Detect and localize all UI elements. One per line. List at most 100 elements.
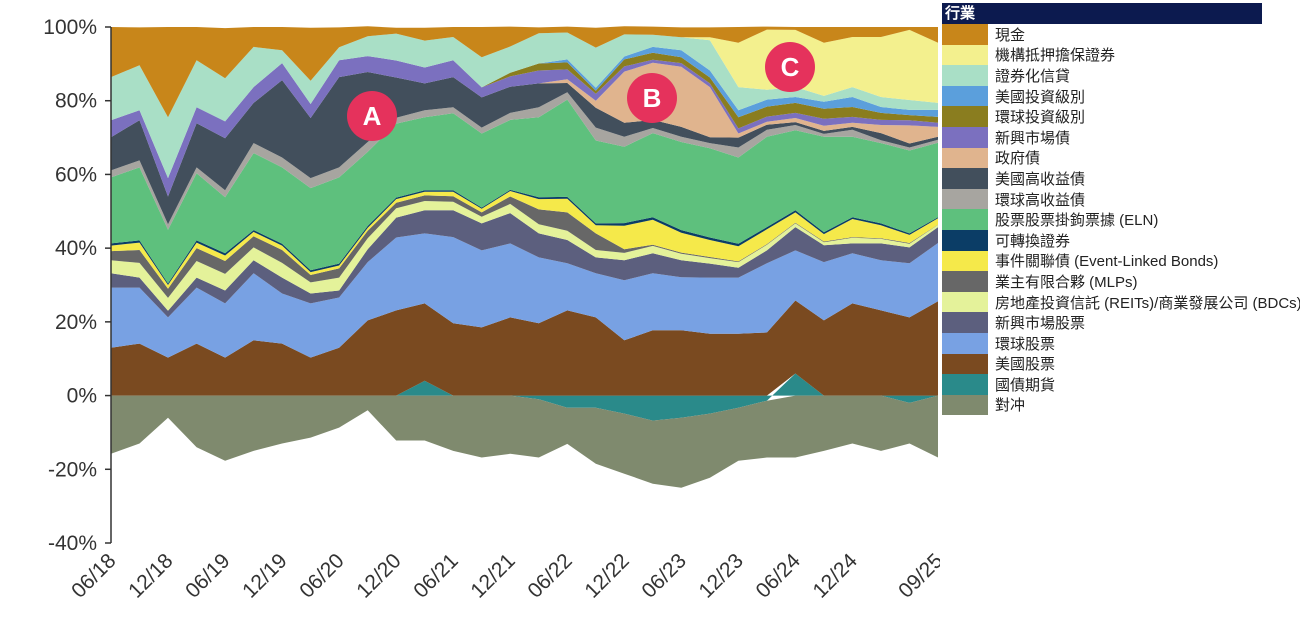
y-tick-label: 80%	[55, 90, 97, 113]
annotation-marker	[627, 73, 677, 123]
annotation-label: B	[643, 83, 662, 113]
legend-label: 環球股票	[995, 335, 1056, 353]
x-tick-label: 06/19	[181, 549, 234, 602]
legend: 行業 現金機構抵押擔保證券 證券化信貸美國投資級別 環球投資級別 新興市場債政府債美國…	[942, 3, 1300, 416]
legend-swatch	[942, 44, 988, 66]
legend-item: 事件關聯債 (Event-Linked Bonds)	[942, 250, 1262, 272]
y-tick-label: 0%	[67, 385, 97, 408]
legend-label: 證券化信貸	[995, 67, 1071, 85]
annotation-a: A	[347, 91, 397, 141]
area-7	[111, 72, 938, 225]
legend-swatch	[942, 147, 988, 169]
area-layers	[111, 26, 938, 488]
legend-swatch	[942, 291, 988, 313]
stacked-area-chart: 100%80%60%40%20%0%-20%-40% 06/18 12/18 06/…	[43, 16, 940, 603]
legend-swatch	[942, 168, 988, 189]
annotation-marker	[347, 91, 397, 141]
legend-swatch	[942, 126, 988, 148]
y-tick-label: -20%	[48, 458, 97, 481]
x-tick-label: 06/23	[637, 549, 690, 602]
y-tick-label: 100%	[43, 16, 97, 39]
area-14	[111, 210, 938, 318]
area-4	[111, 52, 938, 179]
legend-label: 美國投資級別	[995, 88, 1086, 106]
legend-label: 美國股票	[995, 356, 1056, 374]
legend-item: 可轉換證券	[942, 229, 1262, 251]
legend-label: 新興市場債	[995, 129, 1071, 147]
legend-swatch	[942, 394, 988, 416]
legend-swatch	[942, 312, 988, 333]
x-tick-label: 12/19	[238, 549, 291, 602]
x-tick-label: 06/22	[523, 549, 576, 602]
x-tick-label: 06/20	[295, 549, 348, 602]
legend-item: 業主有限合夥 (MLPs)	[942, 271, 1262, 292]
area-0	[111, 26, 938, 118]
area-8	[111, 92, 938, 230]
legend-item: 對冲	[942, 394, 1262, 416]
legend-label: 機構抵押擔保證券	[995, 47, 1116, 65]
x-tick-label: 12/22	[580, 549, 633, 602]
legend-item: 新興市場股票	[942, 312, 1262, 333]
legend-swatch	[942, 188, 988, 210]
legend-swatch	[942, 209, 988, 230]
legend-swatch	[942, 106, 988, 127]
annotation-label: A	[363, 101, 382, 131]
x-tick-label: 09/25	[894, 549, 940, 602]
legend-swatch	[942, 65, 988, 86]
legend-swatch	[942, 229, 988, 251]
legend-swatch	[942, 374, 988, 395]
legend-label: 房地產投資信託 (REITs)/商業發展公司 (BDCs)	[995, 294, 1300, 312]
area-13	[111, 201, 938, 311]
area-9	[111, 99, 938, 284]
x-tick-label: 12/18	[124, 549, 177, 602]
legend-label: 環球投資級別	[995, 109, 1086, 127]
legend-swatch	[942, 250, 988, 272]
legend-item: 新興市場債	[942, 126, 1262, 148]
legend-swatch	[942, 353, 988, 375]
area-15	[111, 233, 938, 358]
area-1	[111, 29, 938, 118]
annotation-label: C	[781, 52, 800, 82]
area-17	[111, 373, 938, 421]
legend-item: 環球投資級別	[942, 106, 1262, 127]
legend-label: 事件關聯債 (Event-Linked Bonds)	[995, 253, 1219, 271]
x-tick-label: 06/18	[67, 549, 120, 602]
legend-title: 行業	[942, 3, 1262, 24]
x-tick-label: 12/23	[694, 549, 747, 602]
legend-swatch	[942, 332, 988, 354]
y-tick-label: 20%	[55, 311, 97, 334]
legend-label: 美國高收益債	[995, 170, 1086, 188]
legend-label: 業主有限合夥 (MLPs)	[995, 273, 1138, 291]
x-tick-label: 12/20	[352, 549, 405, 602]
legend-item: 美國股票	[942, 353, 1262, 375]
x-tick-label: 06/24	[752, 549, 806, 603]
x-tick-label: 12/24	[809, 549, 863, 603]
y-tick-label: -40%	[48, 532, 97, 555]
legend-item: 美國高收益債	[942, 168, 1262, 189]
legend-label: 對冲	[995, 397, 1026, 415]
legend-label: 環球高收益債	[995, 191, 1086, 209]
legend-swatch	[942, 85, 988, 107]
legend-label: 現金	[995, 26, 1026, 44]
legend-label: 新興市場股票	[995, 315, 1086, 333]
legend-item: 美國投資級別	[942, 85, 1262, 107]
y-axis-ticks: 100% 80% 60% 40% 20% 0% -20% -40%	[43, 16, 111, 555]
x-tick-label: 12/21	[466, 549, 519, 602]
legend-item: 證券化信貸	[942, 65, 1262, 86]
annotation-c: C	[765, 42, 815, 92]
annotation-marker	[765, 42, 815, 92]
legend-item: 政府債	[942, 147, 1262, 169]
y-tick-label: 40%	[55, 237, 97, 260]
y-tick-label: 60%	[55, 163, 97, 186]
legend-label: 可轉換證券	[995, 232, 1071, 250]
legend-item: 機構抵押擔保證券	[942, 44, 1262, 66]
legend-item: 環球股票	[942, 332, 1262, 354]
legend-item: 環球高收益債	[942, 188, 1262, 210]
legend-item: 國債期貨	[942, 374, 1262, 395]
x-axis-ticks: 06/18 12/18 06/19 12/19 06/20 12/20 06/21 12/21…	[67, 549, 940, 603]
legend-swatch	[942, 271, 988, 292]
legend-label: 國債期貨	[995, 376, 1056, 394]
legend-label: 政府債	[995, 150, 1041, 168]
legend-item: 現金	[942, 24, 1262, 45]
legend-item: 股票股票掛鉤票據 (ELN)	[942, 209, 1262, 230]
